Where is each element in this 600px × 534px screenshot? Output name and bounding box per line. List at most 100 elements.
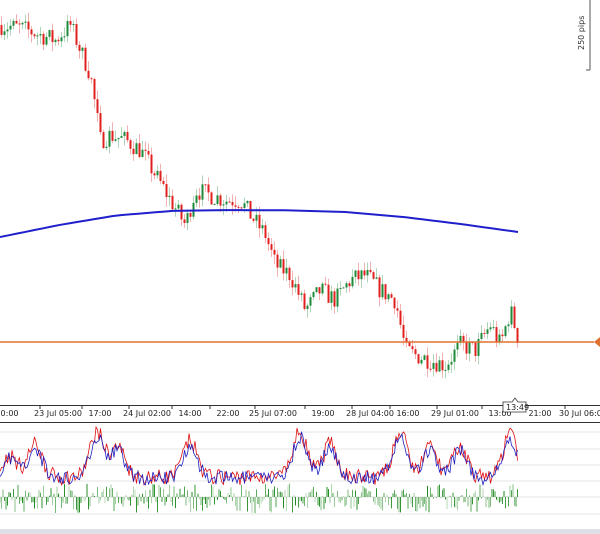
candle <box>81 47 84 51</box>
candle <box>69 20 72 25</box>
candle <box>12 20 15 26</box>
candle <box>486 329 489 334</box>
x-tick-label: 24 Jul 02:00 <box>123 409 171 418</box>
candle <box>351 276 354 287</box>
oscillator-blue-line <box>0 431 518 487</box>
candle <box>162 181 165 185</box>
candle <box>105 146 108 149</box>
candle <box>459 335 462 343</box>
candle <box>171 195 174 210</box>
candle <box>33 34 36 37</box>
x-tick-label: 14:00 <box>178 409 201 418</box>
candle <box>516 328 519 344</box>
candle <box>354 270 357 277</box>
candle <box>492 327 495 329</box>
candle <box>189 213 192 217</box>
candle <box>414 349 417 355</box>
candle <box>60 37 63 42</box>
bottom-scrollbar[interactable] <box>0 529 600 534</box>
candle <box>318 287 321 294</box>
x-tick-label: 19:00 <box>311 409 334 418</box>
candle <box>321 283 324 294</box>
x-tick-label: 25 Jul 07:00 <box>249 409 297 418</box>
candle <box>273 249 276 255</box>
x-tick-label: 16:00 <box>396 409 419 418</box>
candle <box>261 225 264 229</box>
candle <box>84 47 87 71</box>
candle <box>111 130 114 141</box>
candle <box>342 287 345 289</box>
candle <box>402 324 405 338</box>
candle <box>240 207 243 209</box>
candle <box>462 335 465 342</box>
candle <box>306 305 309 310</box>
candle <box>231 202 234 206</box>
candle <box>507 324 510 327</box>
candle <box>258 214 261 229</box>
candle <box>357 270 360 280</box>
candle <box>141 149 144 157</box>
candle <box>114 139 117 141</box>
candle <box>510 306 513 325</box>
candle <box>180 204 183 220</box>
candle <box>435 362 438 372</box>
candle <box>438 360 441 372</box>
oscillator-red-line <box>0 425 518 487</box>
candle <box>270 244 273 250</box>
candle <box>480 332 483 339</box>
x-tick-label: 22:00 <box>216 409 239 418</box>
candle <box>474 342 477 356</box>
candle <box>15 20 18 24</box>
candle <box>429 368 432 370</box>
candle <box>453 349 456 362</box>
candle <box>444 369 447 371</box>
candle <box>513 306 516 329</box>
candle <box>186 213 189 223</box>
candle <box>396 308 399 311</box>
candle <box>144 149 147 151</box>
candle <box>489 327 492 330</box>
candle <box>297 284 300 295</box>
candle <box>234 205 237 207</box>
candle <box>360 270 363 280</box>
candle <box>300 293 303 295</box>
candle <box>21 22 24 25</box>
candle <box>339 287 342 289</box>
candle <box>201 184 204 200</box>
candle <box>168 195 171 198</box>
candle <box>204 184 207 186</box>
horizontal-level-marker-icon[interactable] <box>594 337 600 347</box>
candle <box>219 195 222 206</box>
candle <box>0 25 3 35</box>
candle <box>177 204 180 209</box>
moving-average-line <box>0 209 519 238</box>
candle <box>483 332 486 334</box>
candle <box>207 184 210 193</box>
candle <box>381 284 384 298</box>
candle <box>183 219 186 223</box>
candle <box>216 195 219 205</box>
candle <box>456 342 459 350</box>
candle <box>288 267 291 281</box>
candle <box>165 184 168 198</box>
candle <box>366 269 369 276</box>
candle <box>336 288 339 307</box>
candle <box>30 29 33 35</box>
candle <box>150 154 153 174</box>
candle <box>312 292 315 298</box>
candle <box>129 140 132 149</box>
candle <box>96 99 99 114</box>
current-time-marker: 13:49 <box>502 397 529 413</box>
candle <box>147 150 150 155</box>
candle <box>93 78 96 100</box>
candle <box>195 195 198 203</box>
x-tick-label: 23 Jul 05:00 <box>34 409 82 418</box>
x-tick-label: 28 Jul 04:00 <box>346 409 394 418</box>
candle <box>327 284 330 303</box>
x-tick-label: 30 Jul 06:00 <box>559 409 600 418</box>
candle <box>126 131 129 141</box>
candle <box>108 130 111 147</box>
candle <box>399 310 402 325</box>
